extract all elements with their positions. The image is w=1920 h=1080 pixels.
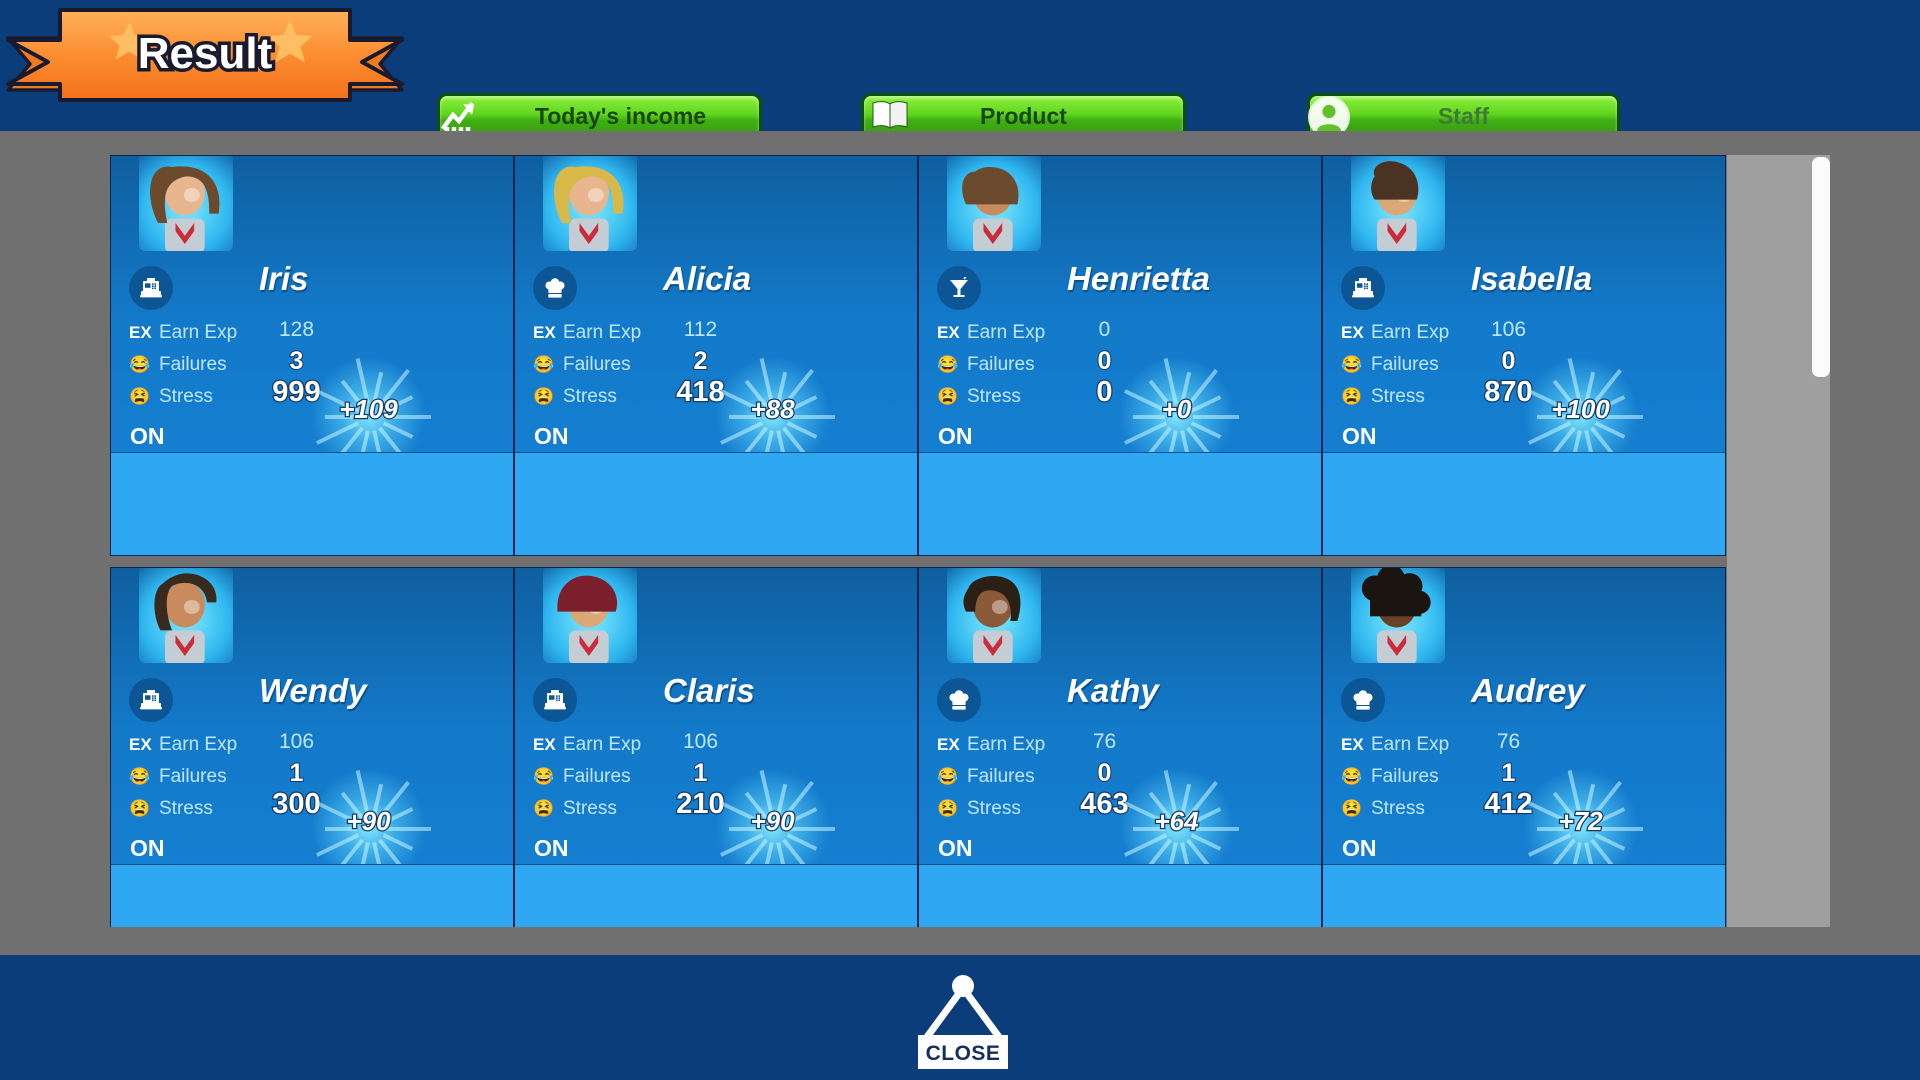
svg-text:Result: Result xyxy=(138,29,273,78)
